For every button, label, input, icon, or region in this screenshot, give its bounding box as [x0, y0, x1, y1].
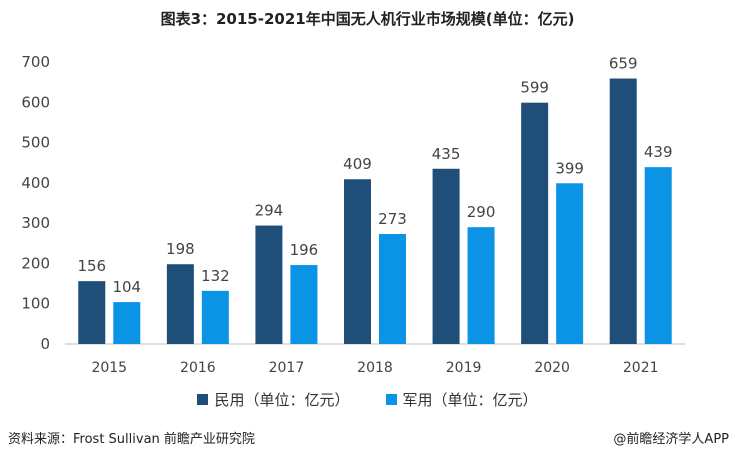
- bar-military: [556, 183, 584, 344]
- data-label-military: 104: [112, 278, 141, 296]
- legend-label-military: 军用（单位：亿元）: [402, 391, 538, 409]
- bar-civil: [432, 168, 460, 344]
- bar-civil: [609, 78, 637, 344]
- bar-military: [379, 234, 406, 344]
- y-tick-label: 100: [21, 295, 50, 313]
- x-tick-label: 2019: [446, 360, 482, 376]
- y-tick-label: 600: [21, 93, 50, 111]
- y-tick-label: 200: [21, 254, 50, 272]
- chart-title: 图表3：2015-2021年中国无人机行业市场规模(单位：亿元): [160, 10, 575, 28]
- legend-swatch-military: [385, 394, 397, 405]
- x-tick-label: 2021: [623, 360, 659, 376]
- y-tick-label: 0: [40, 335, 50, 353]
- bar-civil: [78, 281, 106, 344]
- bars: 156 104 198 132 294 196 409 273 435 290 599 399 659 4…: [77, 55, 673, 344]
- data-label-civil: 435: [432, 145, 461, 163]
- bar-military: [201, 290, 229, 344]
- data-label-military: 196: [290, 241, 319, 259]
- y-tick-label: 300: [21, 214, 50, 232]
- x-tick-label: 2020: [534, 360, 570, 376]
- y-tick-label: 700: [21, 53, 50, 71]
- data-label-military: 399: [555, 159, 584, 177]
- legend-item-military[interactable]: 军用（单位：亿元）: [385, 389, 538, 410]
- x-axis-labels: 2015 2016 2017 2018 2019 2020 2021: [91, 360, 658, 376]
- legend-item-civil[interactable]: 民用（单位：亿元）: [197, 389, 350, 410]
- data-label-civil: 599: [520, 79, 549, 97]
- x-tick-label: 2015: [91, 360, 127, 376]
- legend: 民用（单位：亿元） 军用（单位：亿元）: [0, 389, 735, 410]
- legend-swatch-civil: [197, 394, 209, 405]
- source-note: 资料来源：Frost Sullivan 前瞻产业研究院: [8, 432, 255, 447]
- bar-civil: [166, 264, 194, 344]
- y-axis: 0 100 200 300 400 500 600 700: [21, 53, 50, 353]
- data-label-civil: 409: [343, 155, 372, 173]
- x-tick-label: 2017: [269, 360, 305, 376]
- x-tick-label: 2016: [180, 360, 216, 376]
- bar-military: [290, 265, 318, 344]
- bar-civil: [521, 102, 549, 344]
- bar-civil: [344, 179, 371, 344]
- data-label-civil: 659: [609, 55, 638, 73]
- data-label-military: 273: [378, 210, 407, 228]
- bar-military: [113, 302, 141, 344]
- y-tick-label: 400: [21, 174, 50, 192]
- footer-brand: @前瞻经济学人APP: [613, 432, 729, 447]
- data-label-military: 439: [644, 143, 673, 161]
- bar-civil: [255, 225, 283, 344]
- legend-label-civil: 民用（单位：亿元）: [214, 391, 350, 409]
- bar-military: [467, 227, 495, 344]
- y-tick-label: 500: [21, 134, 50, 152]
- data-label-civil: 156: [77, 257, 106, 275]
- data-label-civil: 294: [255, 202, 284, 220]
- data-label-military: 290: [467, 203, 496, 221]
- data-label-military: 132: [201, 267, 230, 285]
- bar-military: [644, 167, 672, 344]
- x-tick-label: 2018: [357, 360, 393, 376]
- data-label-civil: 198: [166, 240, 195, 258]
